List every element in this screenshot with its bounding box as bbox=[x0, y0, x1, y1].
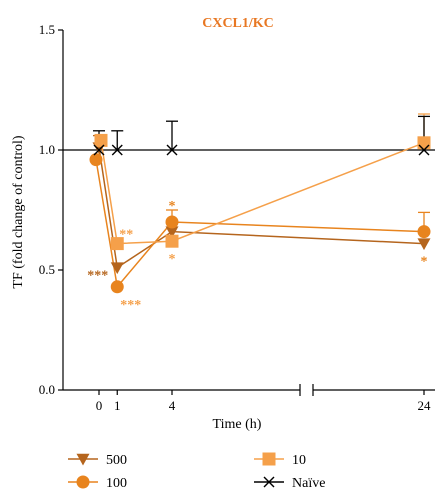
significance-annotations: ********** * bbox=[87, 199, 427, 313]
legend-item-100: 100 bbox=[68, 475, 127, 491]
annotation: * bbox=[421, 255, 428, 270]
error-bars bbox=[93, 113, 430, 232]
annotation: *** bbox=[87, 269, 108, 284]
legend-label: 100 bbox=[106, 476, 127, 491]
series-markers bbox=[89, 133, 431, 294]
marker-triangle-down bbox=[165, 226, 179, 239]
legend-item-Naïve: Naïve bbox=[254, 476, 325, 491]
marker-square bbox=[417, 136, 431, 150]
marker-circle bbox=[110, 280, 124, 294]
marker-square bbox=[262, 452, 276, 466]
marker-square bbox=[165, 234, 179, 248]
marker-triangle-down bbox=[417, 238, 431, 251]
y-tick-label: 0.5 bbox=[39, 262, 55, 277]
marker-x bbox=[111, 144, 123, 156]
x-tick-label: 0 bbox=[96, 398, 103, 413]
x-axis-title: Time (h) bbox=[213, 417, 262, 432]
marker-x-stroke bbox=[418, 144, 430, 156]
annotation: ** bbox=[119, 228, 133, 243]
axes: 0.0 0.5 1.0 1.5 0 1 4 24 bbox=[39, 22, 435, 413]
marker-triangle-down bbox=[76, 453, 90, 466]
series-line-100 bbox=[95, 159, 425, 289]
y-tick-label: 1.5 bbox=[39, 22, 55, 37]
legend: 500 100 10 Naïve bbox=[68, 452, 325, 491]
legend-label: 500 bbox=[106, 453, 127, 468]
marker-circle bbox=[417, 225, 431, 239]
marker-square bbox=[110, 237, 124, 251]
chart-title: CXCL1/KC bbox=[202, 16, 274, 31]
x-tick-label: 1 bbox=[114, 398, 121, 413]
marker-x-stroke bbox=[93, 144, 105, 156]
y-tick-label: 0.0 bbox=[39, 382, 55, 397]
legend-item-10: 10 bbox=[254, 452, 306, 468]
marker-x bbox=[166, 144, 178, 156]
annotation: *** bbox=[120, 298, 141, 313]
y-tick-label: 1.0 bbox=[39, 142, 55, 157]
marker-triangle-down bbox=[110, 262, 124, 275]
marker-x-stroke bbox=[166, 144, 178, 156]
marker-x bbox=[93, 144, 105, 156]
marker-x-stroke bbox=[263, 476, 275, 488]
marker-circle bbox=[89, 153, 103, 167]
x-tick-label: 4 bbox=[169, 398, 176, 413]
legend-label: Naïve bbox=[292, 476, 325, 491]
marker-x bbox=[263, 476, 275, 488]
marker-x-stroke bbox=[111, 144, 123, 156]
marker-circle bbox=[76, 475, 90, 489]
x-tick-label: 24 bbox=[418, 398, 432, 413]
marker-square bbox=[94, 133, 108, 147]
series-line-10 bbox=[100, 140, 425, 245]
series-line-500 bbox=[98, 147, 425, 269]
y-axis-title: TF (fold change of control) bbox=[11, 135, 26, 289]
marker-x bbox=[418, 144, 430, 156]
marker-circle bbox=[165, 215, 179, 229]
legend-label: 10 bbox=[292, 453, 306, 468]
annotation: * bbox=[169, 199, 176, 214]
legend-item-500: 500 bbox=[68, 453, 127, 468]
series-lines bbox=[95, 140, 425, 289]
annotation: * bbox=[169, 252, 176, 267]
